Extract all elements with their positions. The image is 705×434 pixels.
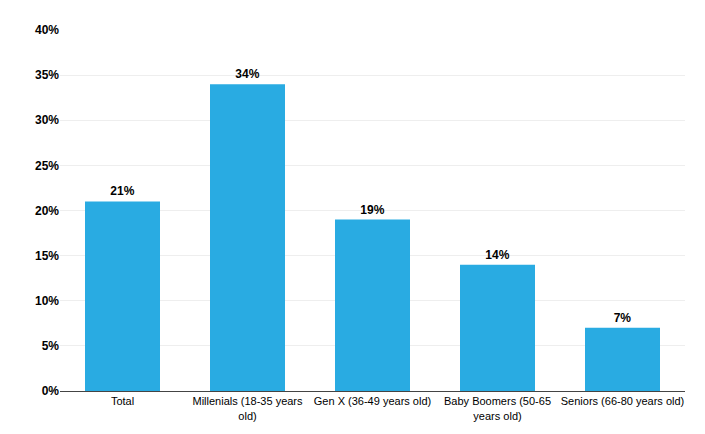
svg-text:35%: 35% [35, 68, 59, 82]
svg-text:Millenials (18-35 yearsold): Millenials (18-35 yearsold) [192, 395, 303, 421]
svg-text:10%: 10% [35, 294, 59, 308]
svg-text:30%: 30% [35, 113, 59, 127]
svg-text:14%: 14% [485, 248, 509, 262]
svg-text:Gen X (36-49 years old): Gen X (36-49 years old) [314, 395, 431, 407]
svg-text:25%: 25% [35, 159, 59, 173]
svg-text:7%: 7% [614, 311, 632, 325]
svg-text:40%: 40% [35, 23, 59, 37]
svg-text:Total: Total [111, 395, 134, 407]
svg-text:Seniors (66-80 years old): Seniors (66-80 years old) [561, 395, 685, 407]
svg-text:34%: 34% [235, 67, 259, 81]
svg-text:5%: 5% [42, 339, 60, 353]
svg-text:0%: 0% [42, 384, 60, 398]
svg-text:Baby Boomers (50-65years old): Baby Boomers (50-65years old) [444, 395, 551, 421]
svg-text:15%: 15% [35, 249, 59, 263]
svg-text:19%: 19% [360, 203, 384, 217]
svg-text:21%: 21% [110, 184, 134, 198]
svg-text:20%: 20% [35, 204, 59, 218]
